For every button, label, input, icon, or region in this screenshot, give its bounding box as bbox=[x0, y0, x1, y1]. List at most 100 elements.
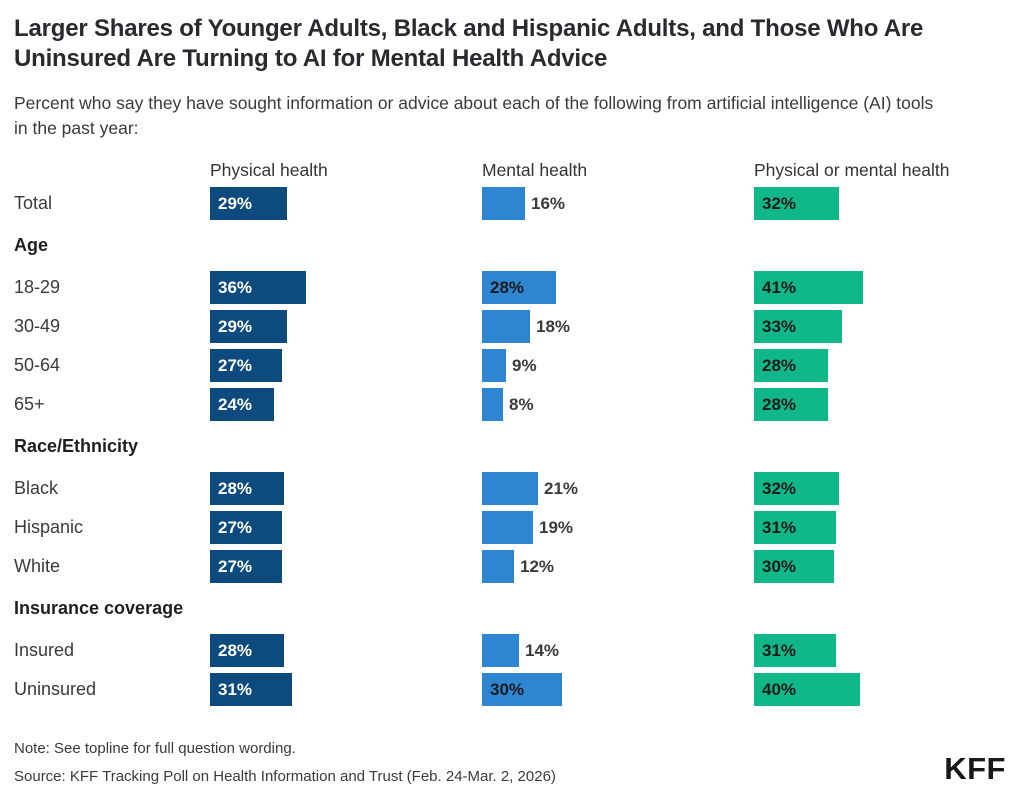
chart-subtitle: Percent who say they have sought informa… bbox=[14, 93, 934, 138]
kff-logo: KFF bbox=[944, 751, 1006, 786]
bar-value-label: 12% bbox=[520, 556, 555, 576]
bar-physical-health-black: 28% bbox=[210, 472, 284, 506]
bar-value-label: 9% bbox=[512, 355, 537, 375]
bar-physical-or-mental-health-18-29: 41% bbox=[754, 271, 863, 305]
bar-physical-health-total: 29% bbox=[210, 187, 287, 221]
bar-physical-health-18-29: 36% bbox=[210, 271, 306, 305]
bar-cell: 29% bbox=[210, 187, 482, 221]
row-label: 50-64 bbox=[14, 355, 61, 376]
bar-value-label: 30% bbox=[490, 679, 525, 699]
column-headers: Physical health Mental health Physical o… bbox=[14, 156, 1010, 184]
bar-physical-or-mental-health-30-49: 33% bbox=[754, 310, 842, 344]
bar-mental-health-uninsured: 30% bbox=[482, 673, 562, 707]
source-text: Source: KFF Tracking Poll on Health Info… bbox=[14, 768, 556, 785]
bar-value-label: 27% bbox=[218, 517, 253, 537]
bar-value-label: 40% bbox=[762, 679, 797, 699]
bar-value-label: 8% bbox=[509, 394, 534, 414]
bar-value-label: 27% bbox=[218, 355, 253, 375]
bar-physical-or-mental-health-white: 30% bbox=[754, 550, 834, 584]
bar-value-label: 18% bbox=[536, 316, 571, 336]
bar-physical-or-mental-health-uninsured: 40% bbox=[754, 673, 860, 707]
bar-row: Black 28% 21% 32% bbox=[14, 469, 1010, 508]
bar-cell: 31% bbox=[754, 634, 1024, 668]
bar-value-label: 16% bbox=[531, 193, 566, 213]
bar-row: Uninsured 31% 30% 40% bbox=[14, 670, 1010, 709]
bar-value-label: 28% bbox=[762, 394, 797, 414]
bar-row: Total 29% 16% 32% bbox=[14, 184, 1010, 223]
column-header-physical-health: Physical health bbox=[210, 159, 328, 180]
bar-value-label: 24% bbox=[218, 394, 253, 414]
bar-cell: 12% bbox=[482, 550, 754, 584]
bar-row: Insured 28% 14% 31% bbox=[14, 631, 1010, 670]
bar-cell: 27% bbox=[210, 550, 482, 584]
note-text: Note: See topline for full question word… bbox=[14, 740, 296, 757]
section-row: Insurance coverage bbox=[14, 586, 1010, 631]
chart-title: Larger Shares of Younger Adults, Black a… bbox=[14, 15, 924, 73]
bar-value-label: 28% bbox=[218, 640, 253, 660]
bar-value-label: 21% bbox=[544, 478, 579, 498]
bar-cell: 30% bbox=[482, 673, 754, 707]
bar-cell: 32% bbox=[754, 187, 1024, 221]
bar-mental-health-65- bbox=[482, 388, 503, 422]
row-label: White bbox=[14, 556, 61, 577]
bar-value-label: 33% bbox=[762, 316, 797, 336]
bar-cell: 28% bbox=[210, 634, 482, 668]
bar-physical-or-mental-health-insured: 31% bbox=[754, 634, 836, 668]
row-label: Insured bbox=[14, 640, 75, 661]
bar-value-label: 32% bbox=[762, 478, 797, 498]
bar-physical-or-mental-health-50-64: 28% bbox=[754, 349, 828, 383]
row-label: 18-29 bbox=[14, 277, 61, 298]
bar-mental-health-30-49 bbox=[482, 310, 530, 344]
bar-value-label: 31% bbox=[218, 679, 253, 699]
bar-physical-health-white: 27% bbox=[210, 550, 282, 584]
bar-cell: 19% bbox=[482, 511, 754, 545]
bar-mental-health-insured bbox=[482, 634, 519, 668]
bar-cell: 28% bbox=[754, 349, 1024, 383]
bar-cell: 8% bbox=[482, 388, 754, 422]
row-label: 65+ bbox=[14, 394, 45, 415]
bar-value-label: 31% bbox=[762, 640, 797, 660]
bar-physical-or-mental-health-total: 32% bbox=[754, 187, 839, 221]
section-row: Age bbox=[14, 223, 1010, 268]
bar-cell: 14% bbox=[482, 634, 754, 668]
chart-rows: Total 29% 16% 32% Age 18-29 36% 28% 41% 30-49 29% 1… bbox=[14, 184, 1010, 709]
bar-cell: 31% bbox=[754, 511, 1024, 545]
bar-cell: 28% bbox=[210, 472, 482, 506]
column-header-physical-or-mental-health: Physical or mental health bbox=[754, 159, 950, 180]
bar-value-label: 29% bbox=[218, 316, 253, 336]
bar-physical-or-mental-health-hispanic: 31% bbox=[754, 511, 836, 545]
bar-mental-health-50-64 bbox=[482, 349, 506, 383]
row-label: Hispanic bbox=[14, 517, 84, 538]
bar-physical-health-50-64: 27% bbox=[210, 349, 282, 383]
bar-row: 50-64 27% 9% 28% bbox=[14, 346, 1010, 385]
row-label: Total bbox=[14, 193, 53, 214]
bar-mental-health-hispanic bbox=[482, 511, 533, 545]
grouped-bar-chart: Physical health Mental health Physical o… bbox=[14, 156, 1010, 709]
bar-physical-health-30-49: 29% bbox=[210, 310, 287, 344]
bar-value-label: 30% bbox=[762, 556, 797, 576]
bar-value-label: 29% bbox=[218, 193, 253, 213]
bar-value-label: 41% bbox=[762, 277, 797, 297]
bar-value-label: 28% bbox=[218, 478, 253, 498]
bar-cell: 24% bbox=[210, 388, 482, 422]
bar-cell: 40% bbox=[754, 673, 1024, 707]
footer: Note: See topline for full question word… bbox=[14, 740, 1010, 786]
bar-cell: 27% bbox=[210, 349, 482, 383]
bar-cell: 18% bbox=[482, 310, 754, 344]
bar-mental-health-total bbox=[482, 187, 525, 221]
bar-row: White 27% 12% 30% bbox=[14, 547, 1010, 586]
section-row: Race/Ethnicity bbox=[14, 424, 1010, 469]
row-label: 30-49 bbox=[14, 316, 61, 337]
bar-value-label: 27% bbox=[218, 556, 253, 576]
section-label: Race/Ethnicity bbox=[14, 436, 139, 457]
bar-cell: 30% bbox=[754, 550, 1024, 584]
bar-physical-health-hispanic: 27% bbox=[210, 511, 282, 545]
bar-value-label: 28% bbox=[490, 277, 525, 297]
row-label: Uninsured bbox=[14, 679, 97, 700]
section-label: Insurance coverage bbox=[14, 598, 184, 619]
bar-cell: 33% bbox=[754, 310, 1024, 344]
bar-physical-or-mental-health-black: 32% bbox=[754, 472, 839, 506]
bar-row: 30-49 29% 18% 33% bbox=[14, 307, 1010, 346]
bar-cell: 27% bbox=[210, 511, 482, 545]
bar-mental-health-18-29: 28% bbox=[482, 271, 556, 305]
